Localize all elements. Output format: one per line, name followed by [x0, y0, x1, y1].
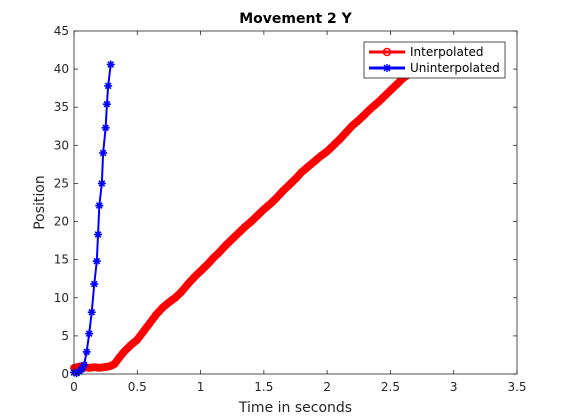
ticks-layer: 0 0.5 1 1.5 2 2.5 3 3.5 0 5 10 15 20 25 30 35 40 45 — [54, 24, 527, 394]
data-point-uninterpolated — [87, 308, 96, 317]
data-point-uninterpolated — [97, 179, 106, 188]
y-tick-label: 15 — [54, 253, 69, 267]
legend-marker-uninterpolated — [383, 64, 391, 72]
data-point-uninterpolated — [99, 148, 108, 157]
y-tick-label: 0 — [61, 367, 69, 381]
data-point-uninterpolated — [102, 100, 111, 109]
x-tick-label: 1.5 — [254, 380, 273, 394]
y-tick-label: 10 — [54, 291, 69, 305]
x-tick-label: 3.5 — [507, 380, 526, 394]
y-tick-label: 35 — [54, 100, 69, 114]
x-tick-label: 0.5 — [128, 380, 147, 394]
data-point-uninterpolated — [95, 201, 104, 210]
axes-box — [73, 30, 518, 375]
legend: Interpolated Uninterpolated — [363, 41, 506, 79]
legend-label-interpolated: Interpolated — [410, 45, 484, 59]
y-tick-label: 20 — [54, 215, 69, 229]
data-point-uninterpolated — [106, 60, 115, 69]
x-tick-label: 1 — [197, 380, 205, 394]
x-tick-label: 2.5 — [381, 380, 400, 394]
y-axis-label: Position — [32, 175, 48, 230]
y-tick-label: 25 — [54, 176, 69, 190]
y-tick-label: 30 — [54, 138, 69, 152]
data-point-uninterpolated — [80, 360, 89, 369]
x-axis-label: Time in seconds — [238, 400, 352, 416]
x-tick-label: 2 — [323, 380, 331, 394]
data-point-uninterpolated — [82, 347, 91, 356]
y-tick-label: 5 — [61, 329, 69, 343]
data-point-uninterpolated — [94, 230, 103, 239]
legend-marker-interpolated — [382, 47, 392, 57]
x-tick-label: 3 — [450, 380, 458, 394]
chart-title: Movement 2 Y — [239, 11, 352, 27]
y-tick-label: 45 — [54, 24, 69, 38]
y-tick-label: 40 — [54, 62, 69, 76]
x-tick-label: 0 — [70, 380, 78, 394]
data-point-uninterpolated — [104, 81, 113, 90]
data-point-uninterpolated — [92, 257, 101, 266]
data-point-uninterpolated — [101, 123, 110, 132]
legend-label-uninterpolated: Uninterpolated — [410, 61, 500, 75]
data-point-uninterpolated — [90, 280, 99, 289]
data-point-uninterpolated — [85, 329, 94, 338]
plot-area — [74, 31, 517, 374]
